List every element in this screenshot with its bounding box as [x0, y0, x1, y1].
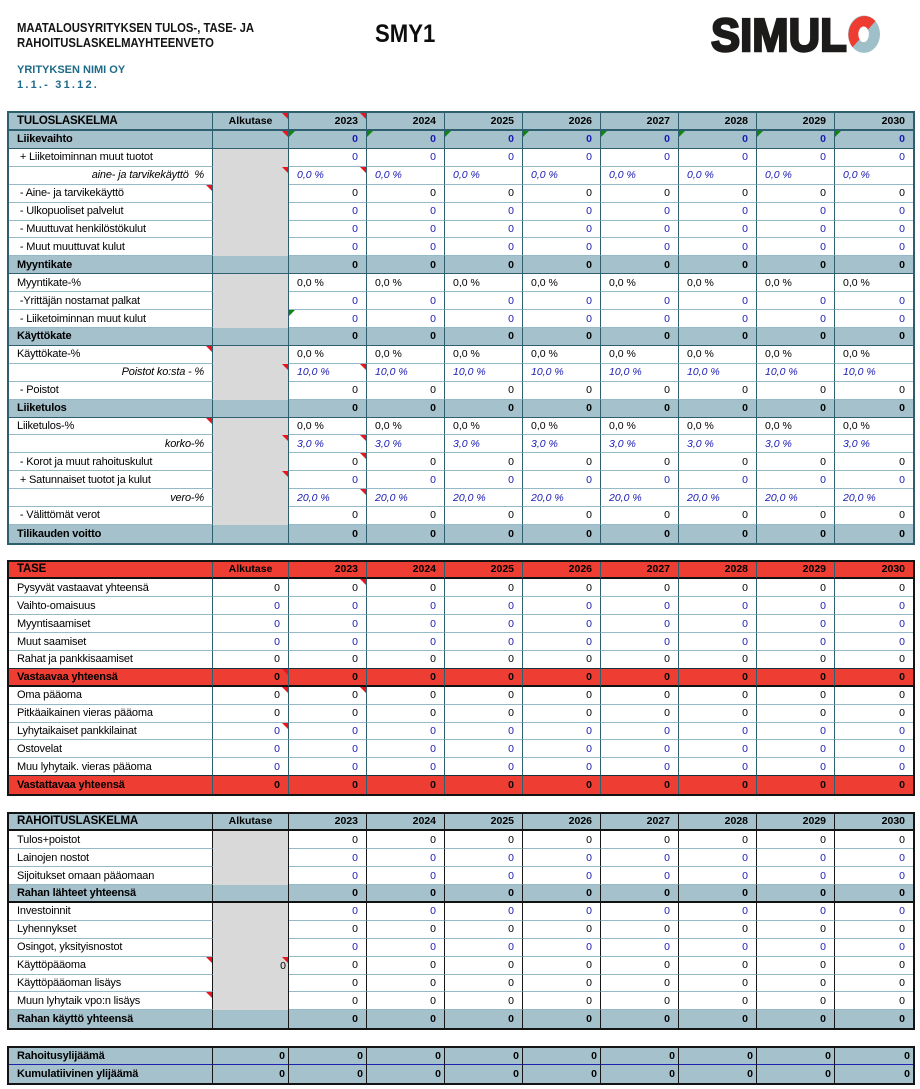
svg-text:SIMUL: SIMUL	[711, 9, 847, 61]
